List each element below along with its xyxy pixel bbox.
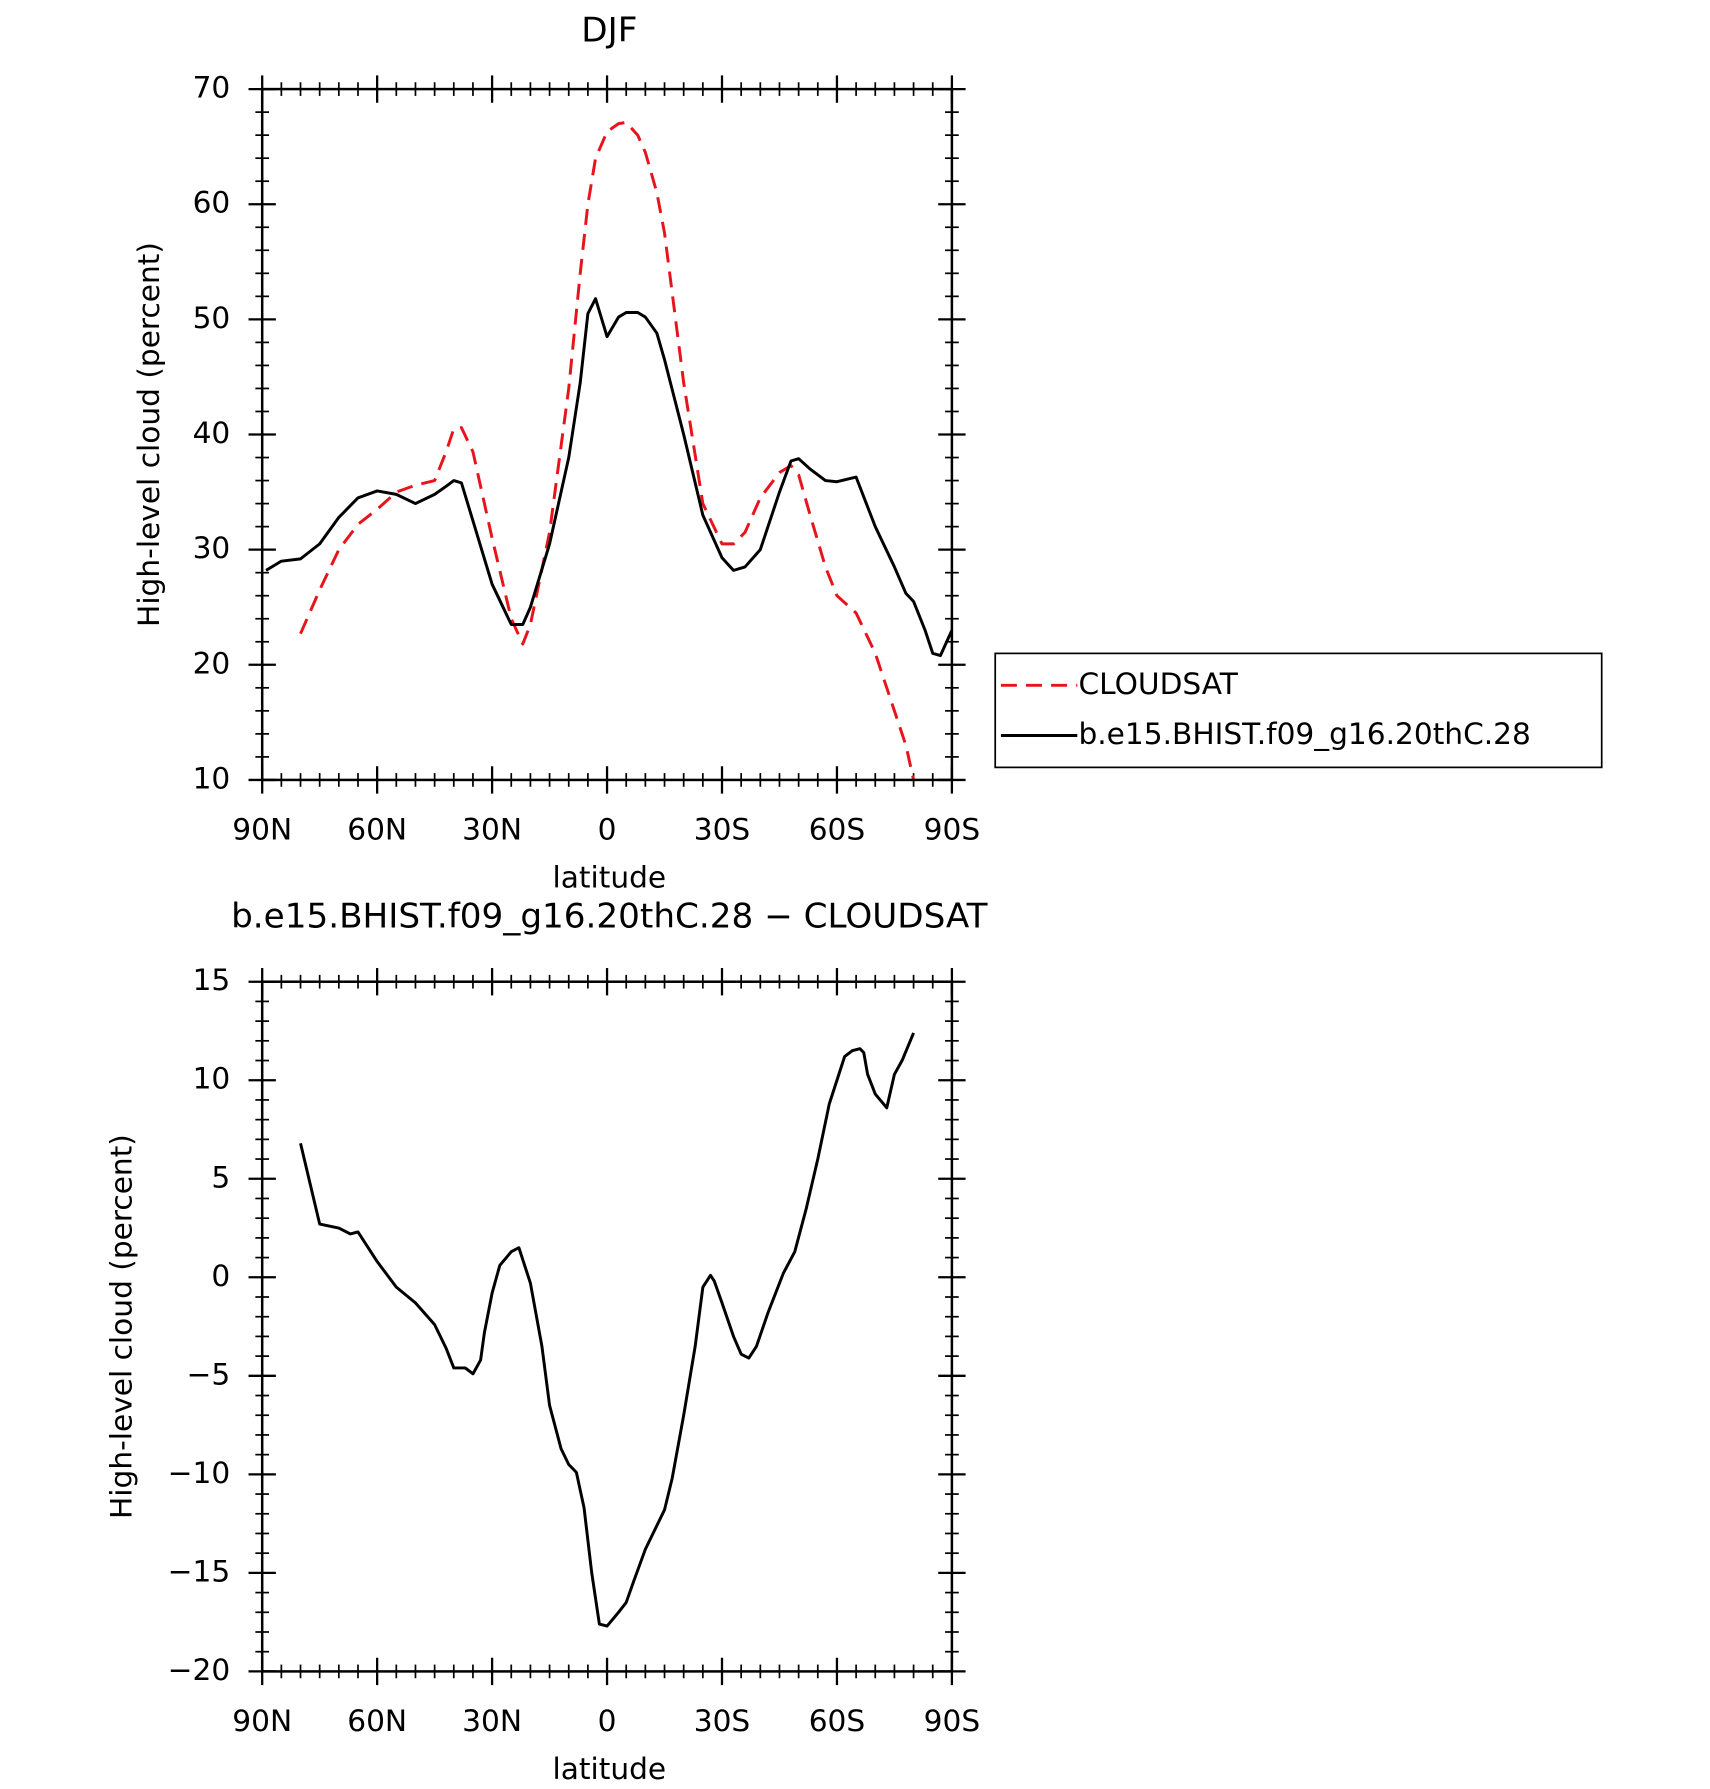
y-tick-label: 10 <box>193 1061 231 1096</box>
y-tick-label: 20 <box>193 645 231 680</box>
x-tick-label: 30N <box>462 1703 522 1738</box>
x-tick-label: 30N <box>462 812 522 847</box>
x-tick-label: 30S <box>694 1703 751 1738</box>
x-tick-label: 60N <box>347 812 407 847</box>
chart-title: DJF <box>581 11 637 51</box>
y-tick-label: −5 <box>187 1356 231 1391</box>
y-tick-label: 15 <box>193 962 231 997</box>
y-tick-label: 70 <box>193 70 231 105</box>
chart-title: b.e15.BHIST.f09_g16.20thC.28 − CLOUDSAT <box>231 896 988 936</box>
y-tick-label: 10 <box>193 760 231 795</box>
x-axis-label: latitude <box>553 1751 667 1786</box>
y-tick-label: 40 <box>193 415 231 450</box>
x-tick-label: 0 <box>598 1703 617 1738</box>
x-tick-label: 60N <box>347 1703 407 1738</box>
y-tick-label: 50 <box>193 300 231 335</box>
y-tick-label: 5 <box>211 1159 230 1194</box>
x-tick-label: 90S <box>924 812 981 847</box>
y-axis-label: High-level cloud (percent) <box>131 242 166 627</box>
x-axis-label: latitude <box>553 860 667 895</box>
x-tick-label: 90N <box>232 1703 292 1738</box>
y-tick-label: 0 <box>211 1258 230 1293</box>
plot-frame <box>260 980 954 1673</box>
x-tick-label: 90N <box>232 812 292 847</box>
legend-box <box>994 652 1603 769</box>
x-tick-label: 60S <box>809 1703 866 1738</box>
legend-label: b.e15.BHIST.f09_g16.20thC.28 <box>1078 716 1530 751</box>
y-tick-label: −15 <box>168 1553 231 1588</box>
data-line <box>265 297 954 658</box>
y-axis-label: High-level cloud (percent) <box>104 1134 139 1519</box>
data-line <box>299 1032 915 1628</box>
y-tick-label: 30 <box>193 530 231 565</box>
x-tick-label: 90S <box>924 1703 981 1738</box>
x-tick-label: 0 <box>598 812 617 847</box>
plot-frame <box>260 87 954 782</box>
y-tick-label: −20 <box>168 1652 231 1687</box>
x-tick-label: 30S <box>694 812 751 847</box>
y-tick-label: −10 <box>168 1455 231 1490</box>
x-tick-label: 60S <box>809 812 866 847</box>
data-line <box>299 120 916 781</box>
y-tick-label: 60 <box>193 185 231 220</box>
legend-label: CLOUDSAT <box>1078 666 1238 701</box>
